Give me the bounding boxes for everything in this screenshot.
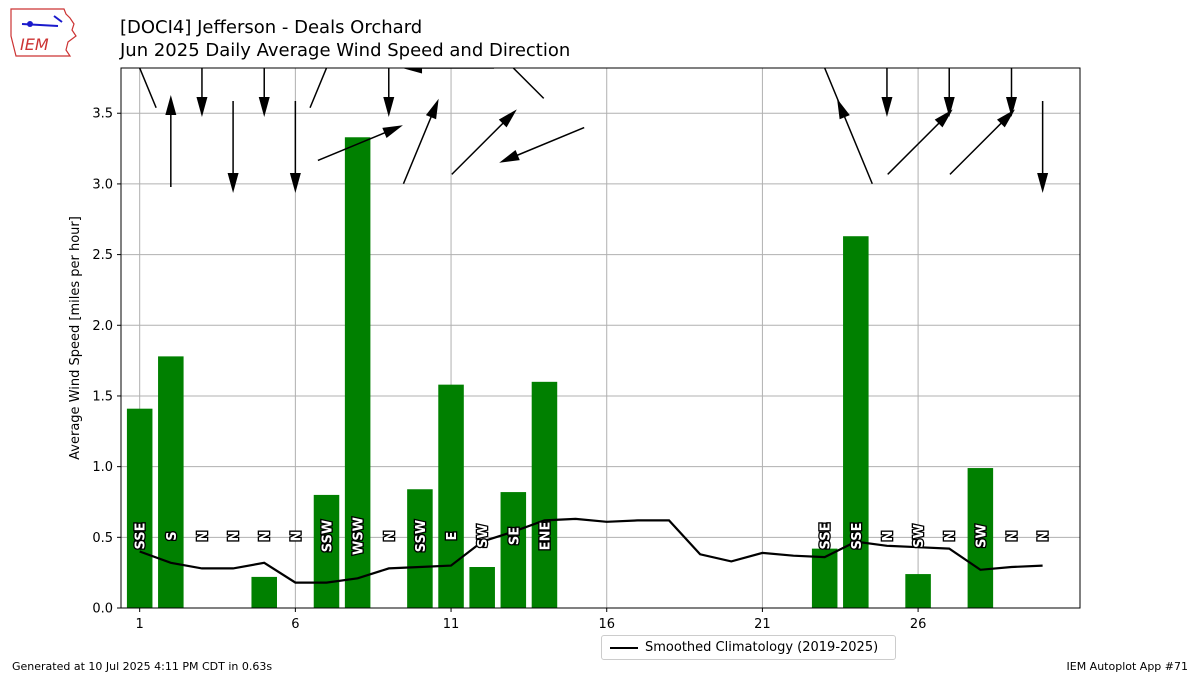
- wind-arrow-icon: [402, 98, 439, 185]
- wind-arrow-icon: [811, 68, 842, 109]
- x-tick-label: 26: [910, 617, 927, 632]
- direction-label: N: [196, 531, 211, 542]
- direction-label: N: [227, 531, 242, 542]
- wind-arrow-icon: [258, 68, 270, 117]
- direction-label: SW: [974, 524, 989, 548]
- wind-arrow-icon: [402, 68, 495, 74]
- wind-arrow-icon: [383, 68, 395, 117]
- direction-labels: SSE S N N N N SSW WSW N SSW E SW SE ENE SSE SSE N SW N SW N N: [132, 516, 1053, 557]
- speed-bars: [126, 137, 994, 608]
- speed-bar: [811, 548, 838, 608]
- direction-label: SSW: [321, 520, 336, 552]
- y-axis-label: Average Wind Speed [miles per hour]: [68, 216, 83, 460]
- x-tick-label: 16: [598, 617, 615, 632]
- chart-subtitle: Jun 2025 Daily Average Wind Speed and Di…: [120, 40, 571, 61]
- direction-label: N: [258, 531, 273, 542]
- speed-bar: [500, 492, 527, 608]
- climatology-line: [139, 517, 1043, 584]
- y-tick-label: 3.5: [92, 107, 113, 122]
- footer-generated: Generated at 10 Jul 2025 4:11 PM CDT in …: [12, 660, 273, 673]
- wind-arrow-icon: [943, 68, 955, 117]
- y-tick-label: 0.5: [92, 531, 113, 546]
- wind-arrow-icon: [289, 101, 301, 193]
- direction-label: S: [165, 531, 180, 540]
- speed-bar: [967, 468, 994, 608]
- y-tick-label: 0.0: [92, 602, 113, 617]
- legend-line-swatch: [610, 647, 638, 649]
- direction-label: N: [383, 531, 398, 542]
- wind-arrow-icon: [1037, 101, 1049, 193]
- direction-label: WSW: [352, 517, 367, 555]
- iowa-state-outline-icon: [10, 8, 77, 57]
- speed-bar: [843, 236, 869, 608]
- wind-arrow-icon: [165, 95, 177, 187]
- x-tick-label: 1: [136, 617, 144, 632]
- direction-label: N: [943, 531, 958, 542]
- y-tick-label: 2.0: [92, 319, 113, 334]
- logo-text: IEM: [20, 35, 49, 54]
- direction-label: N: [881, 531, 896, 542]
- direction-label: ENE: [538, 522, 553, 551]
- wind-arrow-icon: [887, 109, 953, 175]
- wind-arrow-icon: [837, 98, 873, 185]
- speed-bar: [158, 356, 184, 608]
- wind-arrow-icon: [309, 68, 340, 109]
- wind-arrow-icon: [499, 126, 585, 163]
- wind-arrow-icon: [949, 109, 1016, 175]
- speed-bar: [531, 381, 558, 608]
- direction-label: SSE: [819, 522, 834, 549]
- speed-bar: [438, 384, 464, 608]
- y-tick-label: 1.5: [92, 389, 113, 404]
- speed-bar: [905, 574, 931, 608]
- wind-arrow-icon: [196, 68, 208, 117]
- direction-label: N: [1037, 531, 1052, 542]
- climatology-line-group: [139, 517, 1043, 584]
- plot-frame: [120, 67, 1081, 609]
- direction-label: N: [289, 531, 304, 542]
- grid-lines: [121, 68, 1080, 609]
- speed-bar: [407, 489, 433, 608]
- legend-label: Smoothed Climatology (2019-2025): [645, 640, 879, 655]
- wind-arrow-icon: [126, 68, 157, 109]
- wind-arrow-icon: [451, 109, 517, 175]
- speed-bar: [344, 137, 371, 608]
- y-tick-label: 3.0: [92, 177, 113, 192]
- direction-label: SE: [507, 527, 522, 545]
- footer-app: IEM Autoplot App #71: [1066, 660, 1189, 673]
- direction-label: SSW: [414, 520, 429, 552]
- direction-label: SW: [476, 524, 491, 548]
- wind-arrow-icon: [881, 68, 893, 117]
- axis-ticks: 0.00.51.01.52.02.53.03.51 6 11 16 21 26: [92, 107, 926, 632]
- direction-label: SW: [912, 524, 927, 548]
- y-tick-label: 2.5: [92, 248, 113, 263]
- speed-bar: [313, 494, 340, 608]
- legend: Smoothed Climatology (2019-2025): [601, 635, 896, 660]
- direction-label: E: [445, 532, 460, 541]
- y-tick-label: 1.0: [92, 460, 113, 475]
- speed-bar: [251, 576, 277, 608]
- direction-arrows: [126, 68, 1049, 193]
- direction-label: SSE: [134, 522, 149, 549]
- x-tick-label: 21: [754, 617, 771, 632]
- speed-bar: [469, 567, 495, 608]
- wind-arrow-icon: [489, 68, 545, 99]
- chart-title: [DOCI4] Jefferson - Deals Orchard: [120, 17, 423, 38]
- x-tick-label: 11: [443, 617, 460, 632]
- direction-label: N: [1006, 531, 1021, 542]
- iem-logo: IEM: [10, 8, 77, 57]
- wind-arrow-icon: [317, 125, 403, 162]
- wind-arrow-icon: [227, 101, 239, 193]
- speed-bar: [126, 408, 153, 608]
- wind-arrow-icon: [1006, 68, 1017, 117]
- direction-label: SSE: [850, 522, 865, 549]
- x-tick-label: 6: [291, 617, 299, 632]
